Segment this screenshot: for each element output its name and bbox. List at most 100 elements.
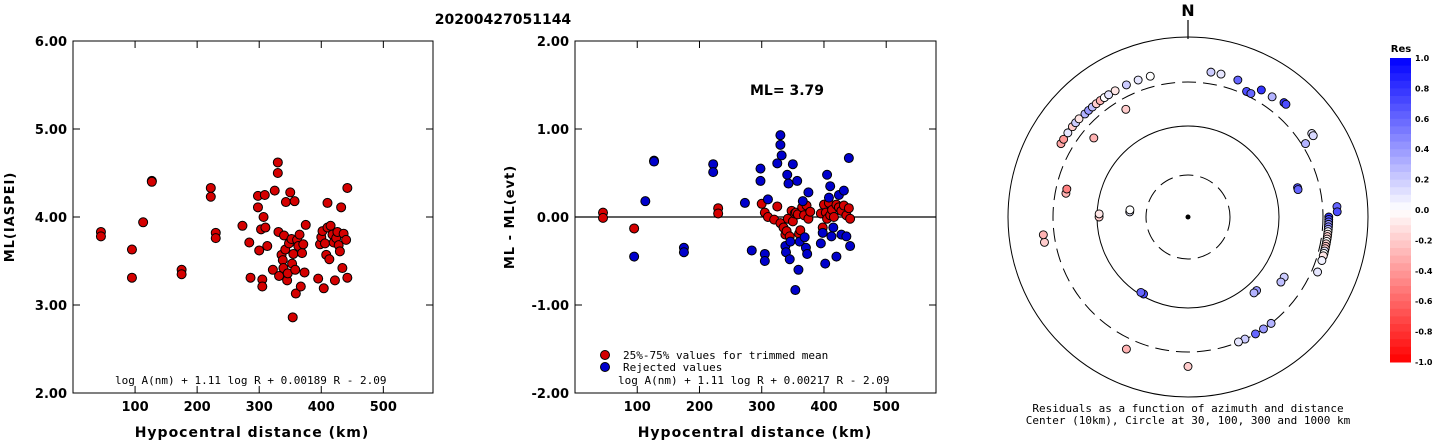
colorbar-tick-label: -0.2 bbox=[1415, 236, 1433, 245]
data-point bbox=[793, 264, 804, 275]
data-point bbox=[755, 163, 766, 174]
x-tick-label: 200 bbox=[686, 400, 713, 415]
colorbar-tick-label: -0.4 bbox=[1415, 267, 1433, 276]
y-tick-label: -1.00 bbox=[532, 299, 569, 314]
x-tick-label: 500 bbox=[873, 400, 900, 415]
y-tick-label: 3.00 bbox=[35, 299, 67, 314]
data-point bbox=[817, 227, 828, 238]
colorbar-segment bbox=[1390, 225, 1411, 234]
legend-marker-trimmed bbox=[600, 350, 610, 360]
data-point bbox=[759, 256, 770, 266]
data-point bbox=[245, 272, 256, 283]
residual-point bbox=[1267, 92, 1277, 102]
data-point bbox=[289, 196, 300, 207]
data-point bbox=[322, 197, 333, 208]
residual-point bbox=[1125, 205, 1135, 215]
y-tick-label: 2.00 bbox=[35, 387, 67, 402]
residual-point bbox=[1040, 237, 1049, 247]
residual-point bbox=[1062, 184, 1072, 194]
data-point bbox=[746, 245, 757, 256]
data-point bbox=[797, 196, 808, 207]
data-point bbox=[297, 248, 308, 259]
panel-residual-vs-distance: -2.00 -1.00 0.00 1.00 2.00 100 200 300 400 500 M… bbox=[503, 35, 937, 441]
colorbar-segment bbox=[1390, 346, 1411, 355]
colorbar-segment bbox=[1390, 316, 1411, 325]
data-point bbox=[138, 217, 149, 228]
data-point bbox=[298, 239, 309, 250]
residual-point bbox=[1332, 207, 1342, 217]
x-axis-ticks-1: 100 200 300 400 500 bbox=[121, 41, 397, 415]
colorbar-segment bbox=[1390, 187, 1411, 196]
data-point bbox=[843, 153, 854, 164]
data-point bbox=[257, 281, 268, 292]
colorbar-tick-label: 0.8 bbox=[1415, 84, 1430, 93]
data-point bbox=[244, 237, 255, 248]
data-point bbox=[823, 192, 834, 203]
colorbar-ticks: 1.0 0.8 0.6 0.4 0.2 0.0 -0.2 -0.4 -0.6 -0.8 -1.0 bbox=[1415, 54, 1433, 367]
figure-title: 20200427051144 bbox=[435, 12, 572, 28]
x-axis-label-1: Hypocentral distance (km) bbox=[135, 425, 370, 441]
data-point bbox=[258, 212, 269, 222]
colorbar-segment bbox=[1390, 324, 1411, 333]
data-point bbox=[95, 231, 106, 242]
data-point bbox=[287, 312, 298, 323]
colorbar-segment bbox=[1390, 339, 1411, 348]
data-point bbox=[280, 197, 291, 208]
colorbar-segment bbox=[1390, 240, 1411, 249]
residual-point bbox=[1094, 209, 1104, 219]
caption-line-1: Residuals as a function of azimuth and d… bbox=[1032, 402, 1343, 415]
colorbar-segment bbox=[1390, 232, 1411, 241]
x-tick-label: 500 bbox=[370, 400, 397, 415]
colorbar-segment bbox=[1390, 270, 1411, 279]
residual-point bbox=[1234, 337, 1243, 347]
data-point bbox=[324, 254, 335, 265]
data-point bbox=[784, 254, 795, 265]
data-point bbox=[772, 201, 783, 212]
data-point bbox=[845, 213, 856, 224]
data-point bbox=[822, 169, 833, 180]
residual-point bbox=[1259, 324, 1268, 334]
colorbar-tick-label: 0.0 bbox=[1415, 206, 1430, 215]
residual-point bbox=[1110, 86, 1120, 96]
data-point bbox=[318, 283, 329, 294]
x-tick-label: 200 bbox=[184, 400, 211, 415]
plot-frame-1 bbox=[72, 40, 434, 394]
colorbar-segment bbox=[1390, 354, 1411, 363]
y-tick-label: 4.00 bbox=[35, 211, 67, 226]
data-point bbox=[845, 241, 856, 252]
colorbar-segment bbox=[1390, 80, 1411, 89]
data-point bbox=[336, 202, 347, 213]
colorbar-segment bbox=[1390, 331, 1411, 340]
data-point bbox=[783, 178, 794, 189]
colorbar-segment bbox=[1390, 141, 1411, 150]
colorbar-segment bbox=[1390, 149, 1411, 158]
data-point bbox=[775, 130, 786, 141]
colorbar-segment bbox=[1390, 65, 1411, 74]
data-point bbox=[802, 248, 813, 259]
colorbar bbox=[1390, 58, 1411, 363]
data-point bbox=[803, 187, 814, 198]
x-tick-label: 300 bbox=[246, 400, 273, 415]
caption-line-2: Center (10km), Circle at 30, 100, 300 an… bbox=[1026, 414, 1351, 427]
data-point bbox=[775, 139, 786, 150]
data-point bbox=[254, 245, 265, 256]
data-point bbox=[300, 219, 311, 230]
residual-point bbox=[1313, 267, 1323, 277]
data-point bbox=[785, 236, 796, 247]
data-point bbox=[290, 288, 301, 299]
x-axis-label-2: Hypocentral distance (km) bbox=[638, 425, 873, 441]
x-axis-ticks-2: 100 200 300 400 500 bbox=[624, 41, 900, 415]
data-point bbox=[598, 212, 609, 223]
data-point bbox=[329, 275, 340, 286]
residual-point bbox=[1251, 329, 1260, 339]
residual-point bbox=[1246, 89, 1256, 98]
data-point bbox=[678, 247, 689, 258]
data-point bbox=[787, 159, 798, 170]
residual-point bbox=[1063, 128, 1073, 138]
ring-30km bbox=[1145, 174, 1231, 260]
data-point bbox=[210, 233, 221, 244]
data-point bbox=[790, 285, 801, 296]
colorbar-segment bbox=[1390, 58, 1411, 67]
residual-point bbox=[1104, 90, 1114, 100]
data-point bbox=[237, 220, 248, 231]
